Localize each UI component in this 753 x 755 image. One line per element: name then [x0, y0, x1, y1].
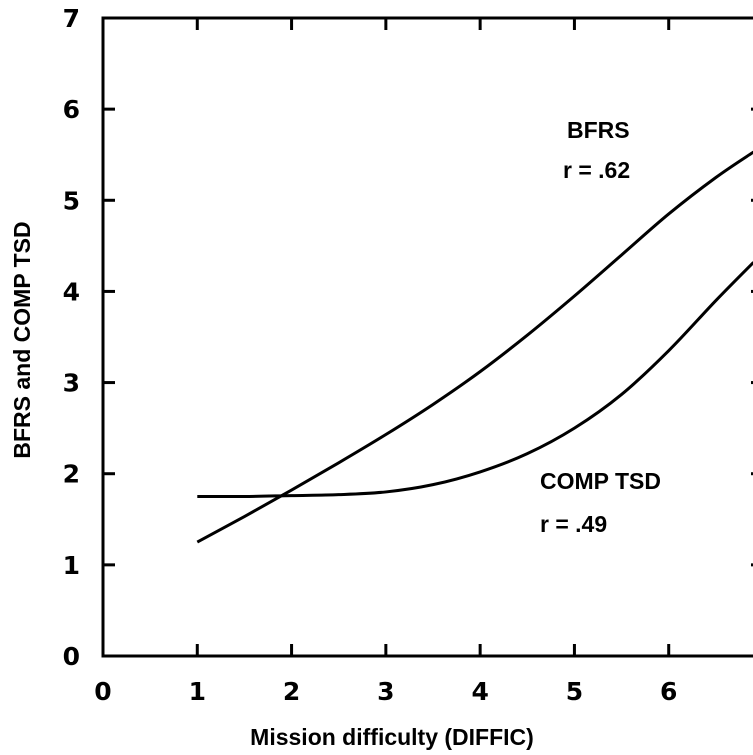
y-tick-label-4: 4	[63, 277, 80, 306]
y-tick-labels: 0 1 2 3 4 5 6 7	[63, 4, 80, 671]
series-line-comp-tsd	[197, 261, 753, 499]
axis-ticks	[103, 18, 753, 656]
y-tick-label-1: 1	[63, 551, 80, 580]
y-tick-label-6: 6	[63, 95, 80, 124]
x-tick-label-6: 6	[660, 677, 677, 706]
x-tick-label-2: 2	[283, 677, 300, 706]
y-axis-title: BFRS and COMP TSD	[9, 221, 35, 458]
x-tick-label-3: 3	[377, 677, 394, 706]
y-tick-label-0: 0	[63, 642, 80, 671]
y-tick-label-3: 3	[63, 369, 80, 398]
y-tick-label-2: 2	[63, 460, 80, 489]
annotation-comptsd-r: r = .49	[540, 511, 607, 537]
series-layer	[196, 150, 753, 544]
x-tick-label-1: 1	[189, 677, 206, 706]
x-tick-label-4: 4	[471, 677, 488, 706]
annotation-bfrs-name: BFRS	[567, 117, 630, 143]
x-tick-label-5: 5	[566, 677, 583, 706]
y-tick-label-7: 7	[63, 4, 80, 33]
series-line-bfrs	[196, 150, 753, 544]
x-axis-title: Mission difficulty (DIFFIC)	[250, 724, 534, 750]
annotation-bfrs-r: r = .62	[563, 157, 630, 183]
x-tick-label-0: 0	[94, 677, 111, 706]
plot-frame	[101, 16, 753, 658]
annotation-comptsd-name: COMP TSD	[540, 468, 661, 494]
y-tick-label-5: 5	[63, 186, 80, 215]
